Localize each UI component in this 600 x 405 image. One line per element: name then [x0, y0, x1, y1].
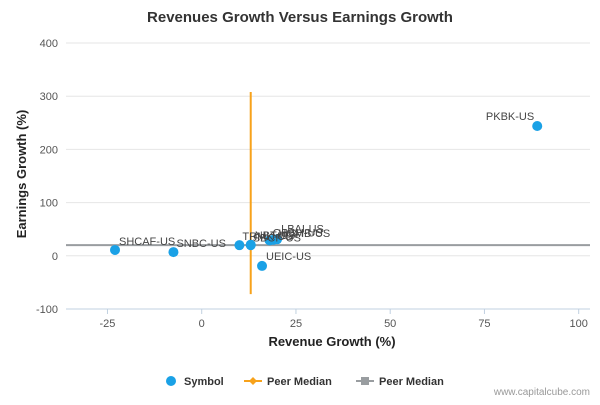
data-point: [272, 234, 283, 245]
peer-median-lines: [66, 91, 590, 295]
point-labels: SHCAF-US SNBC-US TRMK-USNBT-USSBCF-USOBSH-…: [119, 111, 534, 263]
point-label: SHCAF-US: [119, 236, 175, 248]
y-tick-label: 200: [40, 144, 58, 156]
data-point: [110, 244, 121, 255]
legend: Symbol Peer Median Peer Median: [166, 376, 444, 388]
x-tick-label: 100: [570, 318, 588, 330]
y-tick-label: -100: [36, 304, 58, 316]
data-point: [257, 260, 268, 271]
point-label: OBSH-US: [273, 227, 323, 239]
data-point: [234, 240, 245, 251]
legend-earnings-median-marker: [361, 377, 369, 385]
point-label: UEIC-US: [266, 251, 311, 263]
y-tick-label: 300: [40, 91, 58, 103]
point-label: LBAI-US: [281, 223, 324, 235]
chart-title: Revenues Growth Versus Earnings Growth: [147, 9, 453, 26]
grid-lines: [66, 42, 590, 257]
legend-earnings-median-label: Peer Median: [379, 376, 444, 388]
legend-revenue-median-label: Peer Median: [267, 376, 332, 388]
y-tick-label: 0: [52, 251, 58, 263]
legend-symbol-label: Symbol: [184, 376, 224, 388]
point-label: TRMK-US: [242, 231, 292, 243]
x-tick-label: -25: [100, 318, 116, 330]
point-label: HOMB-US: [278, 228, 330, 240]
point-label: NBT-US: [255, 230, 295, 242]
credit-text: www.capitalcube.com: [493, 387, 590, 398]
x-tick-label: 0: [199, 318, 205, 330]
point-label: SNBC-US: [176, 238, 226, 250]
y-tick-label: 100: [40, 198, 58, 210]
legend-revenue-median-marker: [249, 377, 257, 385]
legend-symbol-marker: [166, 376, 176, 386]
point-label: PKBK-US: [486, 111, 534, 123]
y-axis-title: Earnings Growth (%): [14, 110, 29, 239]
x-axis-title: Revenue Growth (%): [268, 334, 395, 349]
x-tick-label: 75: [478, 318, 490, 330]
data-point: [168, 247, 179, 258]
data-point: [245, 239, 256, 250]
axes: -100 0 100 200 300 400 -25 0 25 50 75 100: [36, 38, 590, 330]
x-tick-label: 50: [384, 318, 396, 330]
data-point: [532, 120, 543, 131]
point-label: SBCF-US: [253, 233, 301, 245]
data-points: [110, 120, 543, 271]
x-tick-label: 25: [290, 318, 302, 330]
y-tick-label: 400: [40, 38, 58, 50]
